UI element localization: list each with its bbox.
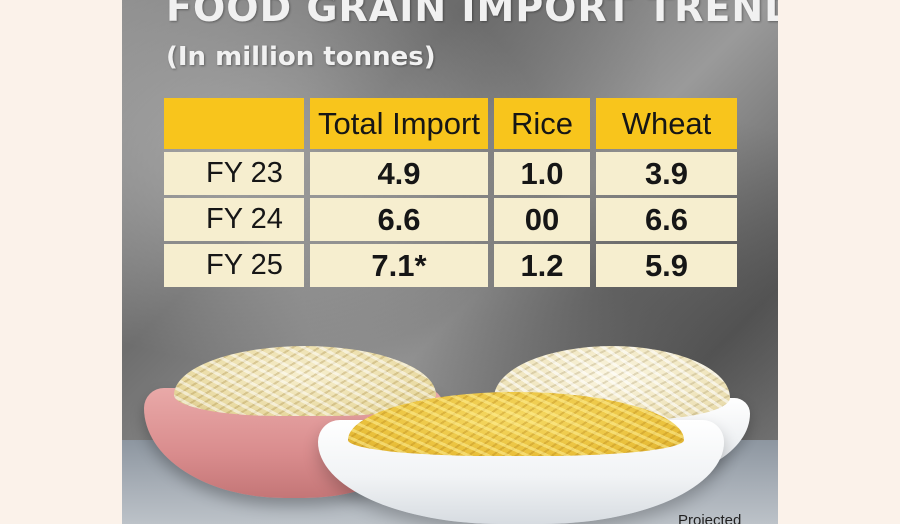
row-label-fy25: FY 25	[164, 244, 304, 287]
table-header-blank	[164, 98, 304, 149]
cell-fy24-total-import: 6.6	[310, 198, 488, 241]
cell-fy23-wheat: 3.9	[596, 152, 737, 195]
white-rice-image	[174, 346, 436, 416]
row-label-fy24: FY 24	[164, 198, 304, 241]
cell-fy25-total-import: 7.1*	[310, 244, 488, 287]
table-header-total-import: Total Import	[310, 98, 488, 149]
cell-fy23-total-import: 4.9	[310, 152, 488, 195]
chart-subtitle: (In million tonnes)	[166, 42, 436, 72]
footnote-text: Projected	[678, 512, 742, 524]
cell-fy24-rice: 00	[494, 198, 590, 241]
cell-fy23-rice: 1.0	[494, 152, 590, 195]
cell-fy25-rice: 1.2	[494, 244, 590, 287]
infographic-poster: FOOD GRAIN IMPORT TREND (In million tonn…	[122, 0, 778, 524]
cell-fy25-wheat: 5.9	[596, 244, 737, 287]
chart-title: FOOD GRAIN IMPORT TREND	[166, 0, 778, 30]
table-header-wheat: Wheat	[596, 98, 737, 149]
cell-fy24-wheat: 6.6	[596, 198, 737, 241]
table-header-rice: Rice	[494, 98, 590, 149]
row-label-fy23: FY 23	[164, 152, 304, 195]
